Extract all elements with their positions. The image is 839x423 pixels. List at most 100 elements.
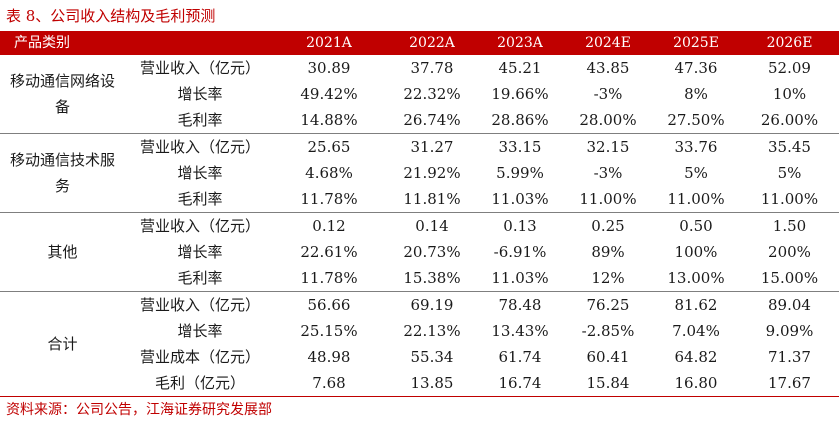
table-row: 营业收入（亿元） 0.12 0.14 0.13 0.25 0.50 1.50 — [0, 213, 839, 239]
table-cell: 7.04% — [672, 322, 720, 340]
metric-label: 毛利率 — [177, 111, 223, 129]
metric-label: 营业收入（亿元） — [139, 217, 260, 235]
table-cell: 17.67 — [768, 374, 811, 392]
source-note: 资料来源：公司公告，江海证券研究发展部 — [6, 402, 272, 418]
header-year: 2025E — [673, 35, 719, 51]
table-cell: 1.50 — [772, 217, 807, 235]
group-label: 移动通信网络设备 — [0, 55, 125, 133]
header-year: 2023A — [497, 35, 543, 51]
metric-label: 营业收入（亿元） — [139, 138, 260, 156]
table-cell: 11.78% — [300, 190, 358, 208]
metric-label: 增长率 — [177, 164, 223, 182]
group-label: 其他 — [47, 243, 78, 261]
group-technical-services: 移动通信技术服务 营业收入（亿元） 25.65 31.27 33.15 32.1… — [0, 134, 839, 213]
table-cell: 22.32% — [403, 85, 461, 103]
table-cell: 11.00% — [579, 190, 637, 208]
table-cell: 15.38% — [403, 269, 461, 287]
table-cell: 11.03% — [491, 269, 549, 287]
table-row: 营业收入（亿元） 25.65 31.27 33.15 32.15 33.76 3… — [0, 134, 839, 160]
table-row: 毛利率 11.78% 11.81% 11.03% 11.00% 11.00% 1… — [0, 186, 839, 212]
table-cell: 30.89 — [307, 59, 351, 77]
table-cell: -3% — [593, 164, 623, 182]
table-cell: 61.74 — [498, 348, 542, 366]
table-cell: 78.48 — [498, 296, 542, 314]
table-row: 增长率 22.61% 20.73% -6.91% 89% 100% 200% — [0, 239, 839, 265]
table-cell: 10% — [772, 85, 807, 103]
table-cell: 31.27 — [410, 138, 454, 156]
table-cell: 100% — [674, 243, 718, 261]
table-cell: 0.25 — [591, 217, 625, 235]
table-cell: 14.88% — [300, 111, 358, 129]
table-cell: 200% — [768, 243, 811, 261]
group-other: 其他 营业收入（亿元） 0.12 0.14 0.13 0.25 0.50 1.5… — [0, 213, 839, 292]
table-cell: 33.15 — [498, 138, 542, 156]
metric-label: 营业收入（亿元） — [139, 296, 260, 314]
table-cell: 26.00% — [760, 111, 819, 129]
group-label-text: 移动通信技术服务 — [9, 151, 115, 195]
table-cell: 0.50 — [679, 217, 713, 235]
table-row: 营业成本（亿元） 48.98 55.34 61.74 60.41 64.82 7… — [0, 344, 839, 370]
table-cell: 32.15 — [586, 138, 630, 156]
table-cell: 22.61% — [300, 243, 358, 261]
table-cell: 35.45 — [768, 138, 811, 156]
table-cell: 71.37 — [768, 348, 811, 366]
table-cell: 43.85 — [586, 59, 630, 77]
table-cell: 33.76 — [674, 138, 718, 156]
table-cell: 64.82 — [674, 348, 718, 366]
table-cell: 55.34 — [410, 348, 454, 366]
header-year: 2026E — [766, 35, 813, 51]
header-category: 产品类别 — [14, 35, 70, 51]
table-cell: 13.43% — [491, 322, 549, 340]
table-row: 营业收入（亿元） 56.66 69.19 78.48 76.25 81.62 8… — [0, 292, 839, 318]
table-cell: 5% — [684, 164, 708, 182]
table-row: 增长率 49.42% 22.32% 19.66% -3% 8% 10% — [0, 81, 839, 107]
table-row: 毛利率 14.88% 26.74% 28.86% 28.00% 27.50% 2… — [0, 107, 839, 133]
metric-label: 毛利（亿元） — [154, 374, 245, 392]
table-cell: 25.15% — [300, 322, 358, 340]
metric-label: 增长率 — [177, 85, 223, 103]
table-cell: 5.99% — [496, 164, 544, 182]
table-header: 产品类别 2021A 2022A 2023A 2024E 2025E 2026E — [0, 31, 839, 55]
table-cell: 15.84 — [586, 374, 630, 392]
table-cell: 89% — [591, 243, 625, 261]
table-row: 营业收入（亿元） 30.89 37.78 45.21 43.85 47.36 5… — [0, 55, 839, 81]
table-cell: 28.00% — [579, 111, 637, 129]
table-row: 毛利率 11.78% 15.38% 11.03% 12% 13.00% 15.0… — [0, 265, 839, 291]
table-cell: 56.66 — [307, 296, 351, 314]
table-cell: 22.13% — [403, 322, 461, 340]
table-cell: 76.25 — [586, 296, 630, 314]
table-cell: -3% — [593, 85, 623, 103]
table-cell: 16.74 — [498, 374, 542, 392]
table-cell: 4.68% — [305, 164, 353, 182]
table-cell: 13.00% — [667, 269, 725, 287]
table-cell: 89.04 — [768, 296, 811, 314]
table-cell: 25.65 — [307, 138, 351, 156]
table-row: 毛利（亿元） 7.68 13.85 16.74 15.84 16.80 17.6… — [0, 370, 839, 396]
metric-label: 增长率 — [177, 243, 223, 261]
table-cell: 20.73% — [403, 243, 461, 261]
metric-label: 毛利率 — [177, 269, 223, 287]
table-cell: 5% — [777, 164, 802, 182]
table-cell: 21.92% — [403, 164, 461, 182]
table-cell: 69.19 — [410, 296, 454, 314]
table-cell: 11.00% — [760, 190, 819, 208]
table-cell: 11.81% — [403, 190, 461, 208]
header-year: 2024E — [585, 35, 631, 51]
table-cell: 60.41 — [586, 348, 630, 366]
metric-label: 营业成本（亿元） — [139, 348, 260, 366]
metric-label: 营业收入（亿元） — [139, 59, 260, 77]
table-cell: 19.66% — [491, 85, 549, 103]
metric-label: 增长率 — [177, 322, 223, 340]
table-cell: 0.12 — [312, 217, 346, 235]
table-cell: 13.85 — [410, 374, 454, 392]
table-cell: 52.09 — [768, 59, 811, 77]
table-title: 表 8、公司收入结构及毛利预测 — [6, 7, 216, 25]
header-year: 2022A — [409, 35, 455, 51]
table-cell: -6.91% — [493, 243, 547, 261]
table-cell: 16.80 — [674, 374, 718, 392]
table-cell: 0.13 — [503, 217, 537, 235]
table-cell: 8% — [684, 85, 708, 103]
table-cell: 45.21 — [498, 59, 542, 77]
table-cell: 81.62 — [674, 296, 718, 314]
table-cell: -2.85% — [581, 322, 635, 340]
